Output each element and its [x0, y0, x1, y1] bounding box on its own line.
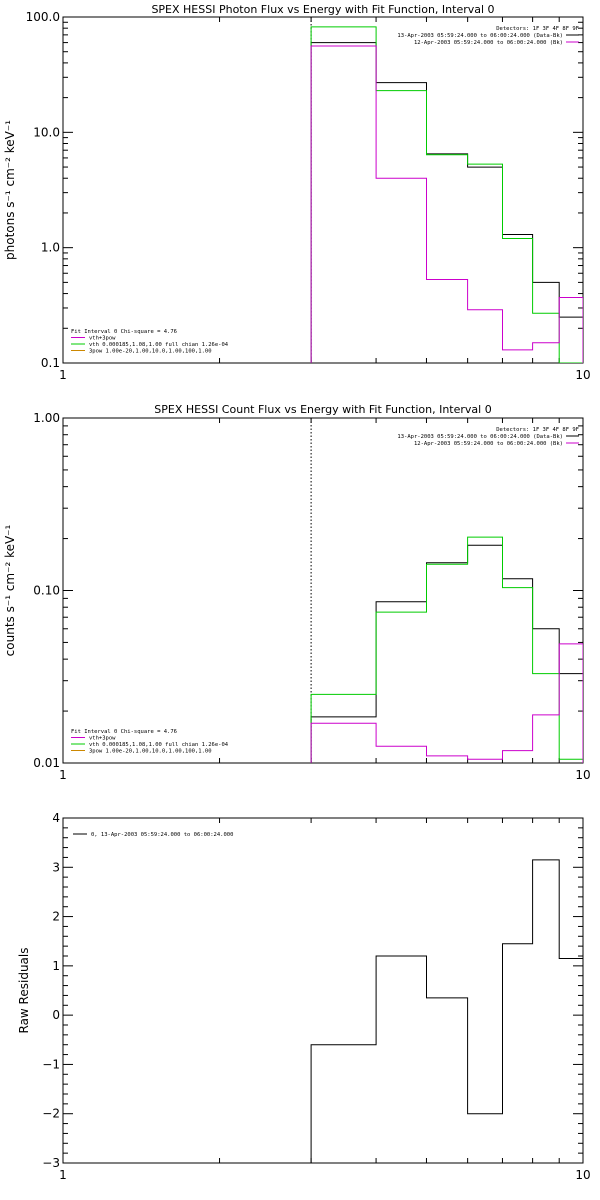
y-tick-label: −1 [42, 1057, 60, 1071]
x-tick-label: 10 [575, 368, 590, 382]
header-line: 12-Apr-2003 05:59:24.000 to 06:00:24.000… [414, 40, 563, 46]
series-line-2 [310, 536, 583, 763]
legend-entry: 3pow 1.00e-20,1.00,10.0,1.00,100,1.00 [89, 349, 212, 355]
chart-panel-2: SPEX HESSI Count Flux vs Energy with Fit… [3, 403, 591, 782]
y-tick-label: 10.0 [33, 125, 60, 139]
header-line: 12-Apr-2003 05:59:24.000 to 06:00:24.000… [414, 441, 563, 447]
plot-frame [62, 417, 584, 764]
y-axis-label: photons s⁻¹ cm⁻² keV⁻¹ [3, 120, 17, 260]
plot-frame [62, 16, 584, 364]
series-group [310, 859, 583, 1163]
legend-entry: vth 0.000185,1.08,1.00 full chian 1.26e-… [89, 342, 229, 348]
legend-entry: Fit Interval 0 Chi-square = 4.76 [71, 329, 177, 335]
header-line: 13-Apr-2003 05:59:24.000 to 06:00:24.000… [397, 434, 563, 440]
y-tick-label: 1 [52, 959, 60, 973]
y-tick-label: 0.1 [41, 356, 60, 370]
series-line-1 [310, 859, 583, 1163]
x-tick-label: 1 [59, 768, 67, 782]
y-tick-label: 1.00 [33, 411, 60, 425]
y-tick-label: 3 [52, 860, 60, 874]
y-tick-label: 0.10 [33, 584, 60, 598]
y-tick-label: 2 [52, 910, 60, 924]
y-tick-label: 0.01 [33, 756, 60, 770]
y-tick-label: 4 [52, 811, 60, 825]
x-tick-label: 10 [575, 768, 590, 782]
legend-entry: 3pow 1.00e-20,1.00,10.0,1.00,100,1.00 [89, 749, 212, 755]
legend-entry: vth+3pow [89, 336, 116, 342]
y-tick-label: −3 [42, 1156, 60, 1170]
series-line-3 [310, 643, 583, 763]
y-tick-label: 100.0 [26, 10, 60, 24]
chart-title: SPEX HESSI Count Flux vs Energy with Fit… [154, 403, 491, 416]
x-tick-label: 10 [575, 1168, 590, 1182]
series-line-1 [310, 42, 583, 363]
legend-entry: 0, 13-Apr-2003 05:59:24.000 to 06:00:24.… [91, 832, 233, 838]
header-line: 13-Apr-2003 05:59:24.000 to 06:00:24.000… [397, 33, 563, 39]
legend-entry: vth+3pow [89, 736, 116, 742]
legend-entry: vth 0.000185,1.08,1.00 full chian 1.26e-… [89, 742, 229, 748]
chart-title: SPEX HESSI Photon Flux vs Energy with Fi… [151, 3, 494, 16]
x-tick-label: 1 [59, 1168, 67, 1182]
chart-panel-1: SPEX HESSI Photon Flux vs Energy with Fi… [3, 3, 591, 382]
series-line-1 [310, 544, 583, 763]
y-tick-label: −2 [42, 1107, 60, 1121]
series-group [310, 26, 583, 363]
chart-panel-3: 1 10 −3 −2 −1 0 1 2 3 4 Raw Residuals 0, 13-Apr-200… [17, 811, 591, 1182]
series-line-3 [310, 45, 583, 363]
y-axis-label: counts s⁻¹ cm⁻² keV⁻¹ [3, 524, 17, 656]
x-tick-label: 1 [59, 368, 67, 382]
series-line-2 [310, 26, 583, 363]
header-line: Detectors: 1F 3F 4F 8F 9F [496, 427, 579, 433]
series-group [310, 536, 583, 763]
y-axis-label: Raw Residuals [17, 948, 31, 1034]
header-line: Detectors: 1F 3F 4F 8F 9F [496, 26, 579, 32]
plot-frame [62, 817, 584, 1164]
legend-entry: Fit Interval 0 Chi-square = 4.76 [71, 729, 177, 735]
y-tick-label: 0 [52, 1008, 60, 1022]
y-tick-label: 1.0 [41, 241, 60, 255]
